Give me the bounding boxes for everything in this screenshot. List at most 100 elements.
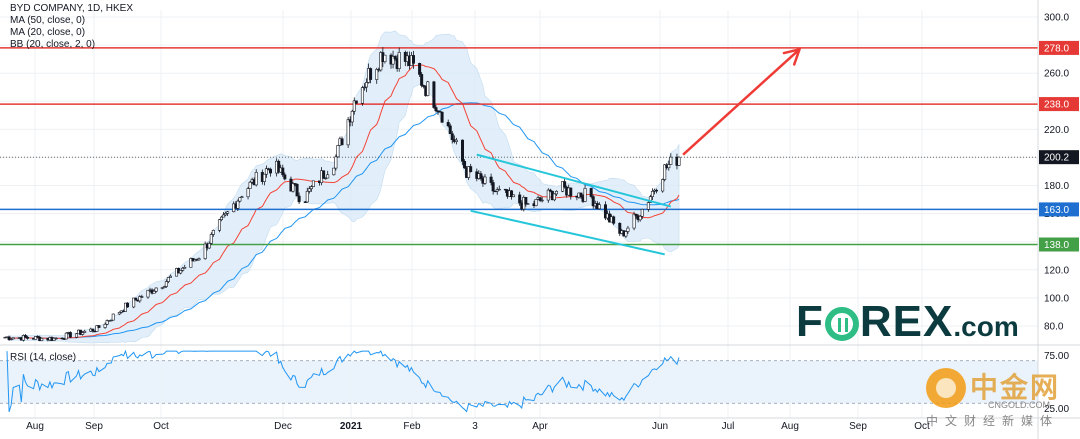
forecast-arrow[interactable] [682,47,802,156]
candle[interactable] [383,54,387,64]
candle[interactable] [293,183,297,187]
candle[interactable] [40,337,44,342]
candle[interactable] [23,333,27,338]
candle[interactable] [489,173,493,186]
candle[interactable] [411,50,415,69]
candle[interactable] [109,319,113,322]
candle[interactable] [217,218,221,233]
level-price-tag[interactable]: 238.0 [1039,97,1079,112]
candle[interactable] [534,199,538,207]
price-axis[interactable]: 80.0100.0120.0140.0160.0180.0200.0220.02… [1037,0,1079,439]
candle[interactable] [224,211,228,217]
candle[interactable] [166,277,170,284]
candle[interactable] [663,164,667,182]
candle[interactable] [134,297,138,301]
arrow-shaft[interactable] [682,48,801,156]
candle[interactable] [332,167,336,176]
candle[interactable] [667,160,671,171]
candle[interactable] [117,311,121,316]
candle[interactable] [203,241,207,260]
candle[interactable] [469,163,473,173]
candle[interactable] [461,139,465,166]
candle[interactable] [463,159,467,169]
channel-lower-line[interactable] [470,209,665,256]
level-price-tag[interactable]: 138.0 [1039,237,1079,252]
candle[interactable] [74,332,78,339]
candle[interactable] [640,208,644,220]
candle[interactable] [322,170,326,179]
candle[interactable] [146,289,150,299]
candle[interactable] [503,188,507,193]
falling-channel[interactable] [470,153,672,256]
candle[interactable] [248,181,252,189]
candle[interactable] [126,302,130,308]
time-axis[interactable]: Aug Sep Oct Dec 2021 Feb 3 Apr Jun Jul Aug Sep Oct [0,417,1080,432]
candle[interactable] [219,215,223,222]
candle[interactable] [307,186,311,194]
candle[interactable] [569,187,573,200]
candle[interactable] [91,328,95,333]
candle[interactable] [111,313,115,321]
candle[interactable] [624,230,628,239]
candle[interactable] [393,55,397,61]
candle[interactable] [655,188,659,194]
candle[interactable] [350,109,354,127]
candle[interactable] [538,196,542,203]
candle[interactable] [164,279,168,288]
candle[interactable] [183,264,187,269]
candle[interactable] [140,294,144,298]
candle[interactable] [254,169,258,187]
candle[interactable] [297,192,301,205]
candle[interactable] [181,266,185,272]
candle[interactable] [579,192,583,199]
candle[interactable] [281,164,285,178]
candle[interactable] [362,83,366,91]
candle[interactable] [154,287,158,293]
candle[interactable] [305,187,309,203]
candle[interactable] [563,177,567,189]
candle[interactable] [589,187,593,199]
candle[interactable] [526,203,530,205]
candle[interactable] [211,229,215,237]
candle[interactable] [103,322,107,329]
candle[interactable] [21,334,25,342]
horizontal-levels[interactable] [0,47,1038,246]
candle[interactable] [25,335,29,340]
candle[interactable] [591,195,595,209]
candle[interactable] [238,197,242,203]
candle[interactable] [209,232,213,245]
level-price-tag[interactable]: 278.0 [1039,40,1079,55]
candle[interactable] [226,210,230,216]
candle[interactable] [291,181,295,193]
candle[interactable] [168,274,172,278]
candle[interactable] [440,111,444,123]
channel-upper-line[interactable] [476,153,672,208]
candle[interactable] [438,110,442,113]
candle[interactable] [422,84,426,89]
candle[interactable] [454,137,458,145]
candle[interactable] [661,178,665,193]
candle[interactable] [340,136,344,146]
candle[interactable] [311,180,315,188]
candle[interactable] [7,335,11,341]
candle[interactable] [352,97,356,115]
candle[interactable] [518,191,522,206]
candle[interactable] [512,194,516,198]
candle[interactable] [375,67,379,84]
candle[interactable] [552,193,556,202]
candle[interactable] [391,50,395,69]
candle[interactable] [418,62,422,77]
candle[interactable] [269,167,273,177]
candle[interactable] [479,171,483,181]
candle[interactable] [95,325,99,332]
candle[interactable] [68,331,72,339]
candle[interactable] [179,269,183,275]
candle[interactable] [618,222,622,237]
candle[interactable] [369,67,373,84]
candle[interactable] [54,337,58,340]
candle[interactable] [105,319,109,326]
rsi-line[interactable] [6,349,680,413]
candle[interactable] [434,105,438,113]
candle[interactable] [524,196,528,207]
